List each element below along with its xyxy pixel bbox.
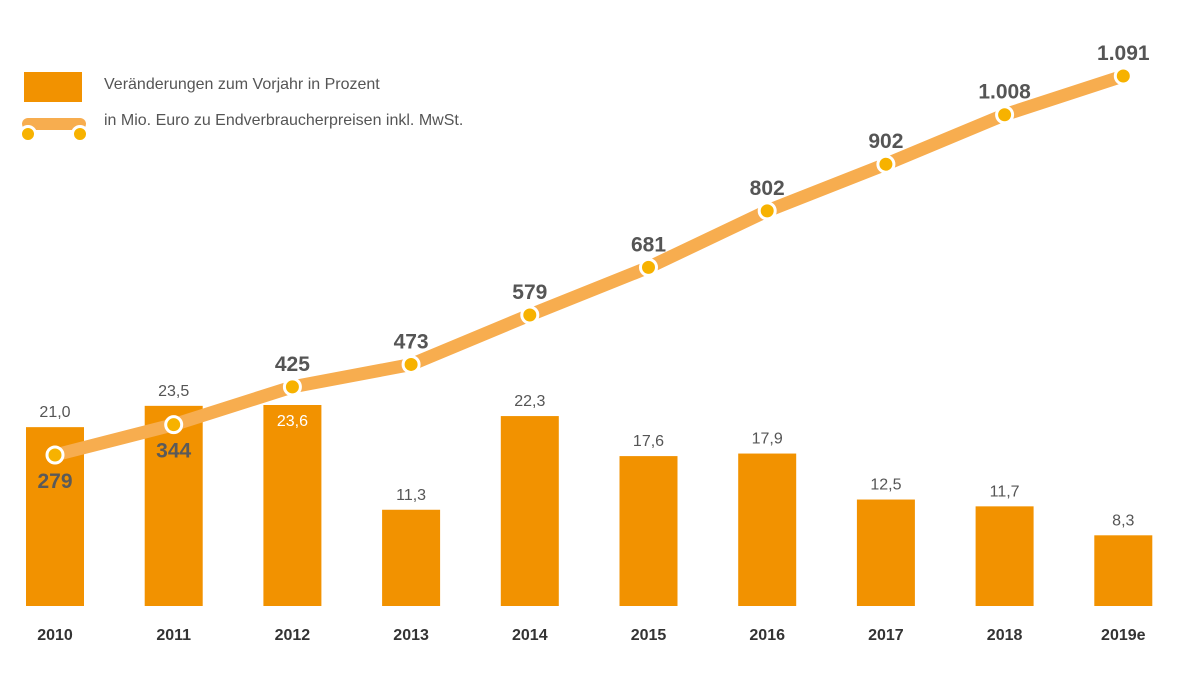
line-marker-2017: [876, 154, 896, 174]
line-marker-2019e: [1113, 66, 1133, 86]
bar-label-2014: 22,3: [514, 393, 545, 410]
legend-bar-label: Veränderungen zum Vorjahr in Prozent: [104, 76, 380, 93]
bar-value-labels: 21,0 23,5 23,6 11,3 22,3 17,6 17,9 12,5 11,7 8,3: [39, 383, 1134, 529]
bar-2011: [144, 405, 203, 606]
bar-label-2017: 12,5: [870, 477, 901, 494]
bar-2013: [382, 509, 441, 606]
bar-2014: [500, 416, 559, 606]
line-label-2017: 902: [868, 130, 903, 153]
line-value-labels: 279 344 425 473 579 681 802 902 1.008 1.091: [37, 42, 1149, 493]
line-series: [45, 66, 1133, 465]
bar-2016: [738, 453, 797, 606]
line-path: [48, 69, 1130, 462]
x-axis-tick-labels: 2010 2011 2012 2013 2014 2015 2016 2017 2018 2019…: [37, 627, 1145, 644]
line-marker-2013: [401, 354, 421, 374]
line-marker-2014: [520, 305, 540, 325]
bar-label-2011: 23,5: [158, 383, 189, 400]
tick-label-2014: 2014: [512, 627, 548, 644]
legend-line-label: in Mio. Euro zu Endverbraucherpreisen in…: [104, 112, 464, 129]
line-label-2012: 425: [275, 353, 310, 376]
tick-label-2019e: 2019e: [1101, 627, 1146, 644]
bar-2017: [856, 499, 915, 606]
line-label-2014: 579: [512, 281, 547, 304]
bar-label-2018: 11,7: [990, 483, 1020, 500]
line-label-2011: 344: [156, 440, 191, 463]
bar-label-2010: 21,0: [39, 404, 70, 421]
tick-label-2015: 2015: [631, 627, 667, 644]
line-marker-2012: [282, 377, 302, 397]
line-marker-2018: [995, 105, 1015, 125]
legend-line-marker: [19, 125, 37, 143]
line-label-2013: 473: [394, 330, 429, 353]
bar-label-2019e: 8,3: [1112, 512, 1134, 529]
line-label-2019e: 1.091: [1097, 42, 1150, 65]
bar-label-2012: 23,6: [277, 413, 308, 430]
bar-label-2015: 17,6: [633, 433, 664, 450]
line-label-2010: 279: [37, 470, 72, 493]
legend-line-swatch: [19, 118, 89, 143]
tick-label-2017: 2017: [868, 627, 904, 644]
bar-2019e: [1094, 535, 1153, 606]
legend-line-marker: [71, 125, 89, 143]
bar-2018: [975, 506, 1034, 606]
legend-bar-swatch: [24, 72, 82, 102]
bar-label-2016: 17,9: [752, 431, 783, 448]
line-marker-2016: [757, 201, 777, 221]
line-marker-2010: [45, 445, 65, 465]
bar-label-2013: 11,3: [396, 487, 426, 504]
tick-label-2013: 2013: [393, 627, 429, 644]
line-label-2018: 1.008: [978, 81, 1031, 104]
bar-2012: [263, 405, 322, 606]
tick-label-2010: 2010: [37, 627, 73, 644]
tick-label-2018: 2018: [987, 627, 1023, 644]
bar-series: [26, 405, 1153, 606]
tick-label-2011: 2011: [156, 627, 191, 644]
bar-2015: [619, 456, 678, 606]
line-label-2016: 802: [750, 177, 785, 200]
line-marker-2011: [164, 415, 184, 435]
line-label-2015: 681: [631, 233, 666, 256]
line-marker-2015: [639, 257, 658, 277]
tick-label-2012: 2012: [275, 627, 311, 644]
tick-label-2016: 2016: [749, 627, 785, 644]
